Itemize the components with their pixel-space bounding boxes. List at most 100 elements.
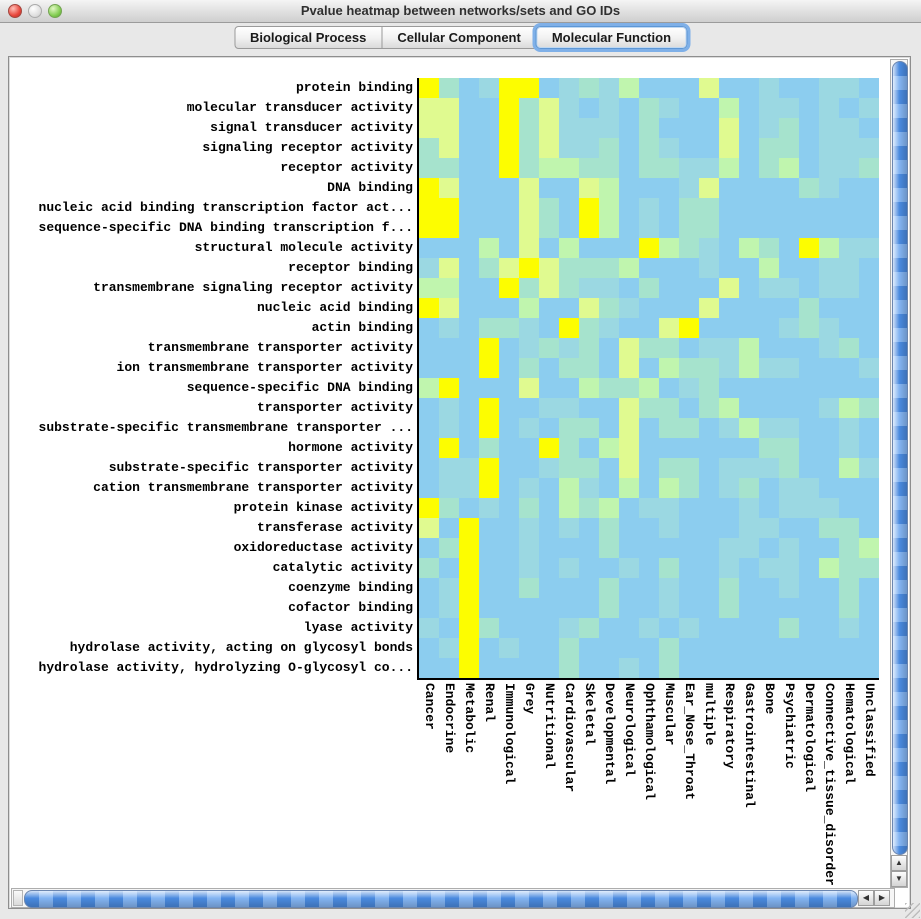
heatmap-cell bbox=[539, 478, 559, 498]
heatmap-cell bbox=[539, 498, 559, 518]
heatmap-cell bbox=[799, 338, 819, 358]
heatmap-cell bbox=[799, 138, 819, 158]
heatmap-cell bbox=[419, 458, 439, 478]
heatmap-cell bbox=[859, 518, 879, 538]
heatmap-cell bbox=[639, 438, 659, 458]
col-label: Nutritional bbox=[542, 683, 557, 769]
heatmap-cell bbox=[619, 238, 639, 258]
heatmap-cell bbox=[619, 438, 639, 458]
heatmap-cell bbox=[639, 238, 659, 258]
heatmap-cell bbox=[599, 598, 619, 618]
heatmap-cell bbox=[519, 498, 539, 518]
heatmap-cell bbox=[759, 298, 779, 318]
heatmap-cell bbox=[799, 658, 819, 678]
heatmap-cell bbox=[639, 638, 659, 658]
heatmap-cell bbox=[759, 538, 779, 558]
heatmap-cell bbox=[699, 338, 719, 358]
row-label: oxidoreductase activity bbox=[233, 540, 413, 555]
heatmap-cell bbox=[599, 438, 619, 458]
heatmap-cell bbox=[819, 198, 839, 218]
heatmap-cell bbox=[819, 478, 839, 498]
vertical-scrollbar-thumb[interactable] bbox=[892, 61, 908, 855]
heatmap-cell bbox=[799, 78, 819, 98]
heatmap-grid bbox=[419, 78, 879, 678]
heatmap-cell bbox=[839, 98, 859, 118]
heatmap-cell bbox=[419, 198, 439, 218]
heatmap-cell bbox=[819, 178, 839, 198]
row-label: cofactor binding bbox=[288, 600, 413, 615]
heatmap-cell bbox=[679, 498, 699, 518]
heatmap-cell bbox=[539, 178, 559, 198]
heatmap-cell bbox=[779, 398, 799, 418]
heatmap-cell bbox=[759, 638, 779, 658]
heatmap-cell bbox=[659, 418, 679, 438]
heatmap-cell bbox=[499, 558, 519, 578]
heatmap-cell bbox=[439, 338, 459, 358]
heatmap-cell bbox=[539, 558, 559, 578]
row-label: hormone activity bbox=[288, 440, 413, 455]
row-label: DNA binding bbox=[327, 180, 413, 195]
heatmap-cell bbox=[599, 78, 619, 98]
heatmap-cell bbox=[599, 538, 619, 558]
heatmap-cell bbox=[539, 278, 559, 298]
scroll-up-button[interactable]: ▲ bbox=[891, 855, 907, 871]
scroll-right-button[interactable]: ▶ bbox=[874, 890, 890, 906]
heatmap-cell bbox=[739, 478, 759, 498]
row-label: substrate-specific transmembrane transpo… bbox=[38, 420, 413, 435]
heatmap-cell bbox=[719, 618, 739, 638]
heatmap-cell bbox=[719, 98, 739, 118]
heatmap-cell bbox=[779, 378, 799, 398]
heatmap-cell bbox=[539, 198, 559, 218]
heatmap-cell bbox=[659, 538, 679, 558]
heatmap-cell bbox=[579, 438, 599, 458]
heatmap-cell bbox=[579, 498, 599, 518]
scroll-left-button[interactable]: ◀ bbox=[858, 890, 874, 906]
heatmap-cell bbox=[559, 578, 579, 598]
heatmap-cell bbox=[579, 458, 599, 478]
heatmap-cell bbox=[419, 138, 439, 158]
heatmap-cell bbox=[619, 658, 639, 678]
heatmap-cell bbox=[819, 378, 839, 398]
tab-cellular-component[interactable]: Cellular Component bbox=[381, 26, 537, 49]
heatmap-cell bbox=[459, 78, 479, 98]
horizontal-scrollbar[interactable]: ◀ ▶ bbox=[11, 888, 895, 908]
maximize-button[interactable] bbox=[48, 4, 62, 18]
col-label: Developmental bbox=[602, 683, 617, 785]
heatmap-cell bbox=[679, 478, 699, 498]
heatmap-cell bbox=[419, 438, 439, 458]
heatmap-cell bbox=[599, 578, 619, 598]
heatmap-cell bbox=[739, 598, 759, 618]
heatmap-cell bbox=[579, 598, 599, 618]
scroll-down-button[interactable]: ▼ bbox=[891, 871, 907, 887]
heatmap-cell bbox=[719, 418, 739, 438]
heatmap-cell bbox=[539, 578, 559, 598]
vertical-scrollbar[interactable]: ▲ ▼ bbox=[890, 59, 908, 888]
tab-biological-process[interactable]: Biological Process bbox=[233, 26, 383, 49]
heatmap-cell bbox=[619, 598, 639, 618]
heatmap-cell bbox=[659, 158, 679, 178]
heatmap-cell bbox=[539, 118, 559, 138]
heatmap-cell bbox=[679, 658, 699, 678]
heatmap-cell bbox=[519, 418, 539, 438]
heatmap-cell bbox=[839, 118, 859, 138]
heatmap-cell bbox=[559, 358, 579, 378]
heatmap-cell bbox=[619, 638, 639, 658]
heatmap-cell bbox=[479, 458, 499, 478]
heatmap-cell bbox=[779, 658, 799, 678]
up-arrow-icon: ▲ bbox=[895, 858, 903, 867]
heatmap-cell bbox=[839, 78, 859, 98]
minimize-button[interactable] bbox=[28, 4, 42, 18]
tab-molecular-function[interactable]: Molecular Function bbox=[535, 26, 688, 49]
heatmap-cell bbox=[459, 438, 479, 458]
close-button[interactable] bbox=[8, 4, 22, 18]
heatmap-cell bbox=[439, 178, 459, 198]
heatmap-cell bbox=[759, 198, 779, 218]
heatmap-cell bbox=[499, 218, 519, 238]
heatmap-cell bbox=[599, 238, 619, 258]
heatmap-cell bbox=[859, 258, 879, 278]
resize-grip-icon[interactable] bbox=[905, 903, 920, 918]
horizontal-scrollbar-thumb[interactable] bbox=[24, 890, 858, 908]
heatmap-cell bbox=[839, 358, 859, 378]
heatmap-cell bbox=[719, 478, 739, 498]
heatmap-cell bbox=[699, 598, 719, 618]
